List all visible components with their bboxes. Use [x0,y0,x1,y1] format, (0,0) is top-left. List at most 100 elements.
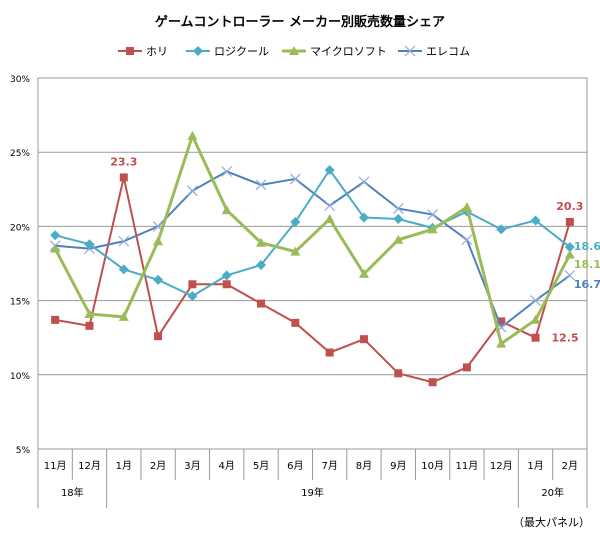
x-tick-label: 6月 [287,460,303,472]
data-point [221,205,232,215]
data-point [394,369,403,378]
legend-item: マイクロソフト [282,45,387,58]
data-point [392,203,404,215]
data-point [358,176,370,188]
data-point [530,215,541,226]
x-axis: 11月 12月 1月 2月 3月 4月 5月 6月 7月 8月 9月 10月 11月 12月 1月 2月 18年… [37,448,588,508]
x-tick-label: 11月 [44,460,67,472]
legend-label: エレコム [426,45,470,58]
series-0: 23.3 20.3 12.5 [51,155,583,387]
data-point [427,209,439,220]
x-tick-label: 2月 [150,460,166,472]
legend-label: ホリ [146,45,168,58]
legend-item: ホリ [118,45,168,58]
data-point [221,166,233,177]
data-point [256,237,267,247]
data-point [531,333,540,342]
plot-area: 23.3 20.3 12.5 16.7 18.6 18.1 [49,130,600,387]
x-tick-label: 8月 [356,460,372,472]
data-point [290,216,301,227]
series-line [53,131,572,347]
data-point [257,299,266,308]
data-point [154,332,163,341]
legend-item: エレコム [398,45,470,58]
data-label: 12.5 [552,332,579,345]
x-tick-label: 12月 [490,460,513,472]
data-point [428,378,437,387]
data-point [51,315,60,324]
data-point [84,308,95,318]
data-point [290,246,301,256]
data-label: 18.1 [574,258,600,271]
x-tick-label: 3月 [184,460,200,472]
data-point [50,243,61,253]
x-tick-label: 10月 [421,460,444,472]
series-3: 16.7 [49,166,600,333]
data-point [187,291,198,302]
data-point [118,311,129,321]
data-point [222,280,231,289]
data-point [118,235,130,247]
data-point [289,173,301,185]
data-point [255,179,267,191]
data-point [496,338,507,348]
legend: ホリ ロジクール マイクロソフト エレコム [118,45,470,58]
year-label: 18年 [61,486,84,499]
data-point [84,239,95,250]
data-point [393,234,404,244]
x-tick-label: 2月 [562,460,578,472]
x-tick-label: 5月 [253,460,269,472]
data-label: 16.7 [574,278,600,291]
note-text: （最大パネル） [513,515,590,529]
data-point [358,268,369,278]
legend-marker [404,45,416,57]
data-point [291,318,300,327]
legend-label: マイクロソフト [310,45,387,58]
data-point [564,249,575,259]
year-label: 20年 [541,486,564,499]
y-tick-label: 20% [10,223,30,233]
plot-frame [37,77,588,450]
data-point [153,274,164,285]
y-tick-label: 10% [10,372,30,382]
data-point [530,314,541,324]
data-point [324,200,336,212]
data-point [85,321,94,330]
data-point [461,202,472,212]
y-axis: 5% 10% 15% 20% 25% 30% [10,75,30,456]
data-point [50,230,61,241]
x-tick-label: 11月 [456,460,479,472]
data-point [564,269,576,281]
x-tick-label: 7月 [321,460,337,472]
legend-label: ロジクール [214,45,269,58]
grid [37,77,588,450]
y-tick-label: 5% [16,446,31,456]
data-point [461,234,473,246]
data-point [359,335,368,344]
data-point [565,217,574,226]
y-tick-label: 25% [10,149,30,159]
x-tick-label: 9月 [390,460,406,472]
data-point [530,295,541,307]
data-point [324,165,335,176]
legend-item: ロジクール [186,45,269,58]
x-tick-label: 4月 [219,460,235,472]
y-tick-label: 30% [10,75,30,85]
legend-marker [126,47,134,55]
data-point [187,130,198,140]
data-label: 20.3 [556,200,583,213]
data-point [221,270,232,281]
data-point [188,280,197,289]
series-1: 18.6 [50,165,600,302]
data-point [427,224,438,234]
data-point [118,264,129,275]
data-point [497,317,506,326]
data-point [186,185,198,197]
data-point [324,213,335,223]
data-point [358,212,369,223]
data-label: 23.3 [110,155,137,168]
year-label: 19年 [301,486,324,499]
data-point [153,236,164,246]
data-point [325,348,334,357]
